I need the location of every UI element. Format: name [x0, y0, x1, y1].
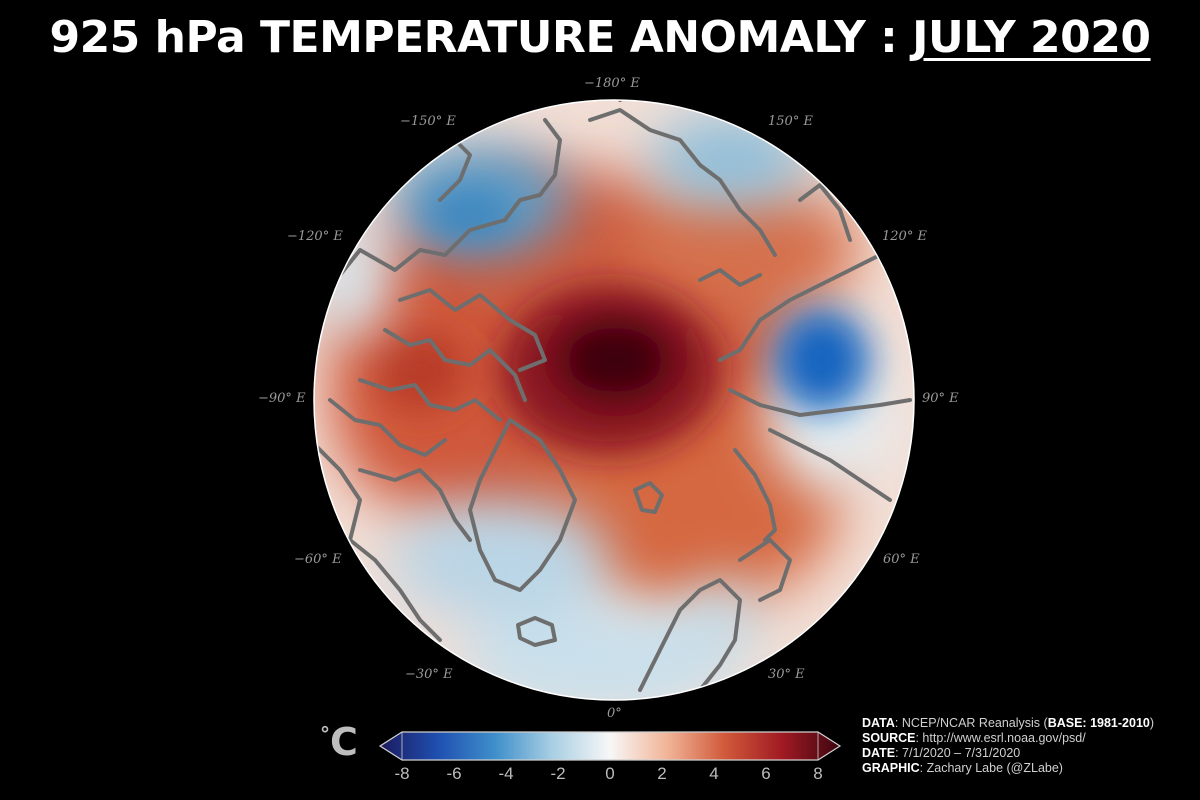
lon-label-150: 150° E [768, 114, 813, 129]
lon-label-neg30: −30° E [405, 667, 453, 682]
colorbar-unit: °C [320, 720, 358, 764]
lon-label-180: −180° E [584, 76, 640, 91]
colorbar [378, 731, 842, 761]
credit-data: DATA: NCEP/NCAR Reanalysis (BASE: 1981-2… [862, 716, 1155, 730]
lon-label-neg60: −60° E [294, 552, 342, 567]
credit-source: SOURCE: http://www.esrl.noaa.gov/psd/ [862, 731, 1086, 745]
lon-label-90: 90° E [922, 391, 959, 406]
colorbar-tick: -8 [394, 764, 410, 783]
credit-graphic: GRAPHIC: Zachary Labe (@ZLabe) [862, 761, 1063, 775]
lon-label-neg90: −90° E [258, 391, 306, 406]
title-date: JULY 2020 [912, 12, 1151, 63]
title-main: 925 hPa TEMPERATURE ANOMALY : [49, 12, 913, 63]
lon-label-neg120: −120° E [287, 229, 343, 244]
unit-letter: C [330, 720, 358, 764]
colorbar-tick: -2 [550, 764, 566, 783]
page-title: 925 hPa TEMPERATURE ANOMALY : JULY 2020 [0, 12, 1200, 63]
lon-label-60: 60° E [883, 552, 920, 567]
colorbar-tick: 2 [657, 764, 667, 783]
colorbar-tick: 8 [813, 764, 823, 783]
colorbar-tick: 0 [605, 764, 615, 783]
lon-label-neg150: −150° E [400, 114, 456, 129]
map-boundary [313, 99, 915, 701]
credit-date: DATE: 7/1/2020 – 7/31/2020 [862, 746, 1021, 760]
credits-block: DATA: NCEP/NCAR Reanalysis (BASE: 1981-2… [862, 716, 1154, 776]
colorbar-tick: -4 [498, 764, 514, 783]
anomaly-field [314, 100, 914, 700]
lon-label-30: 30° E [768, 667, 805, 682]
coastlines [314, 100, 912, 692]
colorbar-tick: 4 [709, 764, 719, 783]
colorbar-tick: 6 [761, 764, 771, 783]
degree-symbol: ° [320, 722, 330, 746]
lon-label-120: 120° E [882, 229, 927, 244]
lon-label-0: 0° [607, 706, 622, 721]
colorbar-tick: -6 [446, 764, 462, 783]
